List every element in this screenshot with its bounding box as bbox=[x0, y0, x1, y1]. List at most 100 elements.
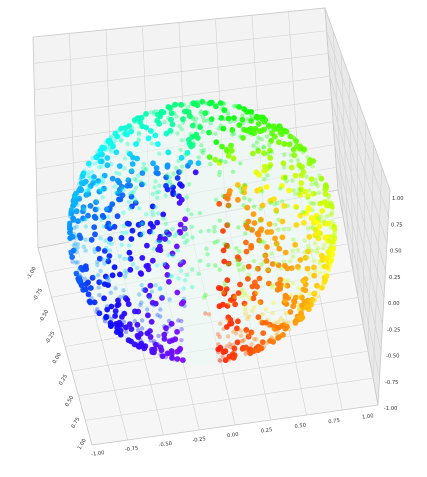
scatter-point bbox=[299, 167, 303, 171]
scatter-point bbox=[130, 168, 134, 172]
scatter-point bbox=[95, 181, 99, 185]
scatter-point bbox=[247, 109, 251, 113]
scatter-point bbox=[189, 132, 193, 136]
scatter-point bbox=[120, 231, 124, 235]
scatter-point bbox=[219, 144, 225, 150]
scatter-point bbox=[244, 249, 250, 255]
x-tick-label: 0.25 bbox=[260, 427, 272, 435]
scatter-point bbox=[270, 283, 274, 287]
scatter-point bbox=[242, 196, 246, 200]
scatter-point bbox=[122, 294, 126, 298]
scatter-point bbox=[214, 198, 218, 202]
scatter-point bbox=[301, 220, 307, 226]
scatter-point bbox=[182, 297, 186, 301]
scatter-point bbox=[308, 201, 312, 205]
scatter-point bbox=[126, 250, 132, 256]
scatter-point bbox=[276, 228, 280, 232]
scatter-point bbox=[175, 231, 179, 235]
scatter-point bbox=[206, 111, 210, 115]
scatter-point bbox=[258, 319, 262, 323]
scatter-point bbox=[167, 297, 171, 301]
scatter-point bbox=[104, 187, 108, 191]
scatter-point bbox=[297, 191, 301, 195]
scatter-point bbox=[164, 229, 168, 233]
scatter-point bbox=[221, 327, 225, 331]
scatter-point bbox=[110, 176, 116, 182]
scatter-point bbox=[143, 111, 149, 117]
scatter-point bbox=[174, 244, 180, 250]
scatter-point bbox=[248, 198, 252, 202]
scatter-point bbox=[258, 226, 264, 232]
scatter-point bbox=[189, 212, 193, 216]
scatter-point bbox=[204, 101, 208, 105]
scatter-point bbox=[296, 303, 300, 307]
scatter-point bbox=[144, 168, 148, 172]
scatter-point bbox=[294, 206, 298, 210]
scatter-point bbox=[315, 216, 319, 220]
scatter-point bbox=[156, 211, 160, 215]
scatter-point bbox=[130, 125, 134, 129]
scatter-point bbox=[137, 206, 141, 210]
scatter-point bbox=[199, 100, 203, 104]
scatter-point bbox=[259, 263, 263, 267]
scatter-point bbox=[267, 122, 271, 126]
scatter-point bbox=[122, 257, 126, 261]
scatter-point bbox=[85, 193, 89, 197]
scatter-point bbox=[92, 214, 98, 220]
scatter-point bbox=[256, 121, 262, 127]
scatter-point bbox=[227, 301, 231, 305]
scatter-point bbox=[101, 179, 105, 183]
scatter-point bbox=[109, 242, 113, 246]
scatter-point bbox=[248, 226, 252, 230]
scatter-point bbox=[169, 130, 173, 134]
scatter-point bbox=[208, 162, 212, 166]
scatter-point bbox=[99, 218, 103, 222]
scatter-point bbox=[118, 128, 122, 132]
scatter-point bbox=[138, 338, 142, 342]
scatter-point bbox=[310, 164, 314, 168]
scatter-point bbox=[119, 314, 125, 320]
scatter-point bbox=[227, 204, 231, 208]
scatter-point bbox=[241, 203, 245, 207]
scatter-point bbox=[72, 232, 76, 236]
scatter-point bbox=[311, 273, 317, 279]
scatter-point bbox=[97, 285, 101, 289]
scatter-point bbox=[282, 165, 286, 169]
scatter-point bbox=[235, 318, 241, 324]
scatter-point bbox=[262, 115, 266, 119]
scatter-point bbox=[192, 141, 196, 145]
scatter-point bbox=[114, 311, 118, 315]
scatter-point bbox=[221, 348, 225, 352]
scatter-point bbox=[151, 213, 155, 217]
scatter-point bbox=[255, 290, 259, 294]
scatter-point bbox=[260, 312, 264, 316]
scatter-point bbox=[157, 190, 161, 194]
scatter-point bbox=[236, 225, 240, 229]
scatter-point bbox=[133, 120, 137, 124]
scatter-point bbox=[276, 139, 282, 145]
scatter-point bbox=[262, 164, 268, 170]
scatter-point bbox=[267, 221, 273, 227]
scatter-point bbox=[152, 339, 156, 343]
scatter-point bbox=[268, 128, 272, 132]
scatter-point bbox=[300, 210, 304, 214]
scatter-point bbox=[75, 202, 79, 206]
scatter-point bbox=[291, 147, 295, 151]
scatter-point bbox=[178, 349, 182, 353]
scatter-point bbox=[282, 152, 286, 156]
scatter-point bbox=[213, 139, 219, 145]
scatter-point bbox=[178, 102, 182, 106]
scatter-point bbox=[105, 304, 109, 308]
scatter-point bbox=[158, 240, 162, 244]
scatter-point bbox=[134, 178, 138, 182]
scatter-point bbox=[133, 319, 137, 323]
z-tick-label: -0.25 bbox=[387, 327, 400, 333]
scatter-point bbox=[88, 286, 92, 290]
z-tick-label: 0.75 bbox=[391, 222, 403, 228]
scatter-point bbox=[198, 211, 202, 215]
scatter-point bbox=[141, 288, 145, 292]
scatter-point bbox=[140, 318, 144, 322]
scatter-point bbox=[293, 320, 299, 326]
scatter-point bbox=[79, 219, 83, 223]
